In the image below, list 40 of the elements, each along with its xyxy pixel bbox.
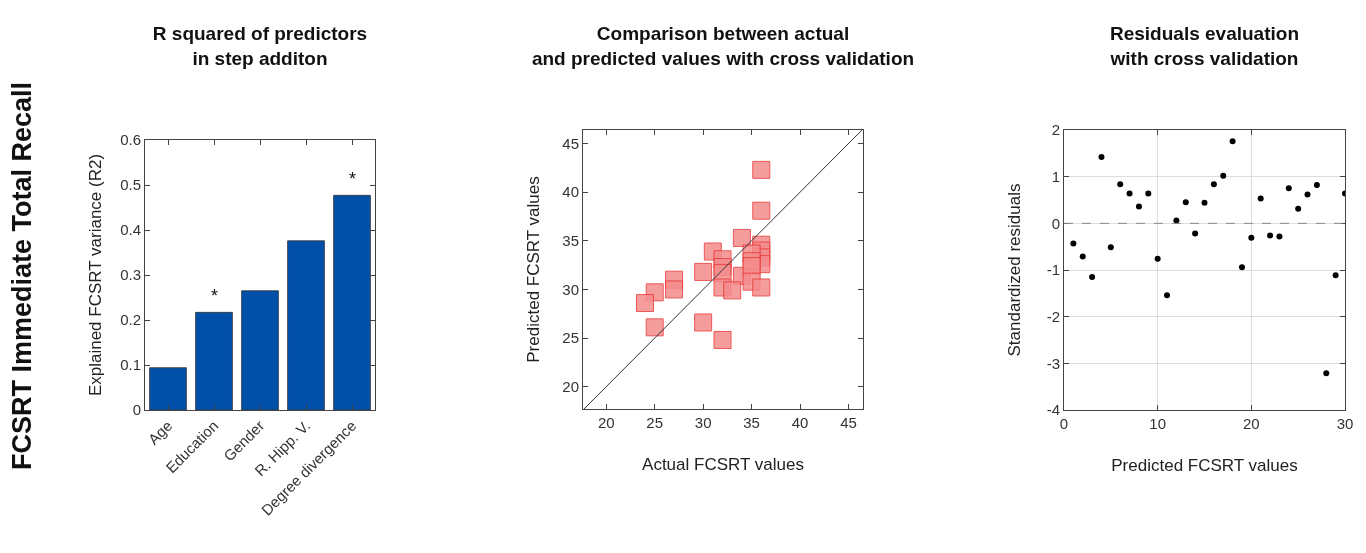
y-axis-title: Explained FCSRT variance (R2) — [86, 153, 105, 397]
x-tick-label: 10 — [1149, 415, 1167, 432]
text: FCSRT Immediate Total Recall — [7, 81, 37, 470]
y-tick-label: 0.4 — [120, 221, 141, 239]
x-tick-label: 20 — [597, 414, 615, 431]
y-tick-label: -4 — [1046, 401, 1060, 419]
x-tick-label: 45 — [840, 414, 857, 431]
y-tick-label: 2 — [1051, 121, 1060, 139]
chart-title: Comparison between actual and predicted values with cross validation — [531, 23, 915, 69]
y-tick-label: 30 — [562, 280, 579, 298]
x-tick-label: 35 — [743, 414, 760, 431]
y-tick-label: 20 — [562, 377, 579, 395]
x-tick-label: 20 — [1242, 415, 1260, 432]
y-tick-label: -2 — [1046, 307, 1060, 325]
y-tick-label: 0.6 — [120, 131, 141, 149]
y-tick-label: -3 — [1046, 354, 1060, 372]
x-tick-label: 30 — [1336, 415, 1354, 432]
y-tick-label: 0 — [1051, 214, 1060, 232]
x-axis-title: Predicted FCSRT values — [1111, 456, 1298, 475]
x-tick-label: 40 — [791, 414, 809, 431]
y-axis-title: Predicted FCSRT values — [524, 176, 543, 363]
y-tick-label: -1 — [1046, 261, 1060, 279]
y-tick-label: 40 — [562, 183, 579, 201]
chart-title: R squared of predictors in step additon — [152, 23, 368, 69]
y-tick-label: 25 — [562, 329, 579, 347]
annotation: * — [211, 286, 219, 306]
y-tick-label: 1 — [1051, 167, 1060, 185]
annotation: * — [349, 169, 357, 189]
x-tick-label: 25 — [646, 414, 664, 431]
y-tick-label: 0.5 — [120, 176, 141, 194]
y-tick-label: 45 — [562, 134, 579, 152]
chart-title: Residuals evaluation with cross validation — [1109, 23, 1300, 69]
y-tick-label: 0.1 — [120, 356, 141, 374]
y-tick-label: 0 — [132, 401, 141, 419]
y-tick-label: 0.2 — [120, 311, 141, 329]
y-tick-label: 35 — [562, 232, 579, 250]
x-axis-title: Actual FCSRT values — [642, 455, 804, 474]
y-axis-title: Standardized residuals — [1005, 183, 1024, 357]
y-tick-label: 0.3 — [120, 266, 141, 284]
x-tick-label: 30 — [694, 414, 712, 431]
